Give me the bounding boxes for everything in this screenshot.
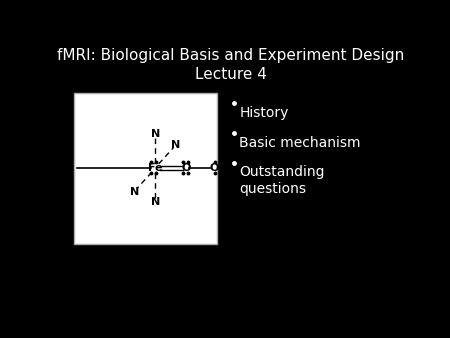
Text: N: N — [151, 129, 160, 139]
Text: N: N — [151, 197, 160, 208]
Text: O:: O: — [210, 163, 224, 173]
Text: Fe: Fe — [148, 163, 162, 173]
Text: Basic mechanism: Basic mechanism — [239, 136, 361, 149]
Text: fMRI: Biological Basis and Experiment Design
Lecture 4: fMRI: Biological Basis and Experiment De… — [57, 48, 404, 82]
Text: globin: globin — [40, 163, 72, 173]
Text: N: N — [171, 140, 181, 150]
Bar — [74, 93, 217, 244]
Text: O: O — [181, 163, 190, 173]
Text: Outstanding
questions: Outstanding questions — [239, 166, 325, 196]
Text: History: History — [239, 105, 289, 120]
Text: N: N — [130, 187, 139, 196]
